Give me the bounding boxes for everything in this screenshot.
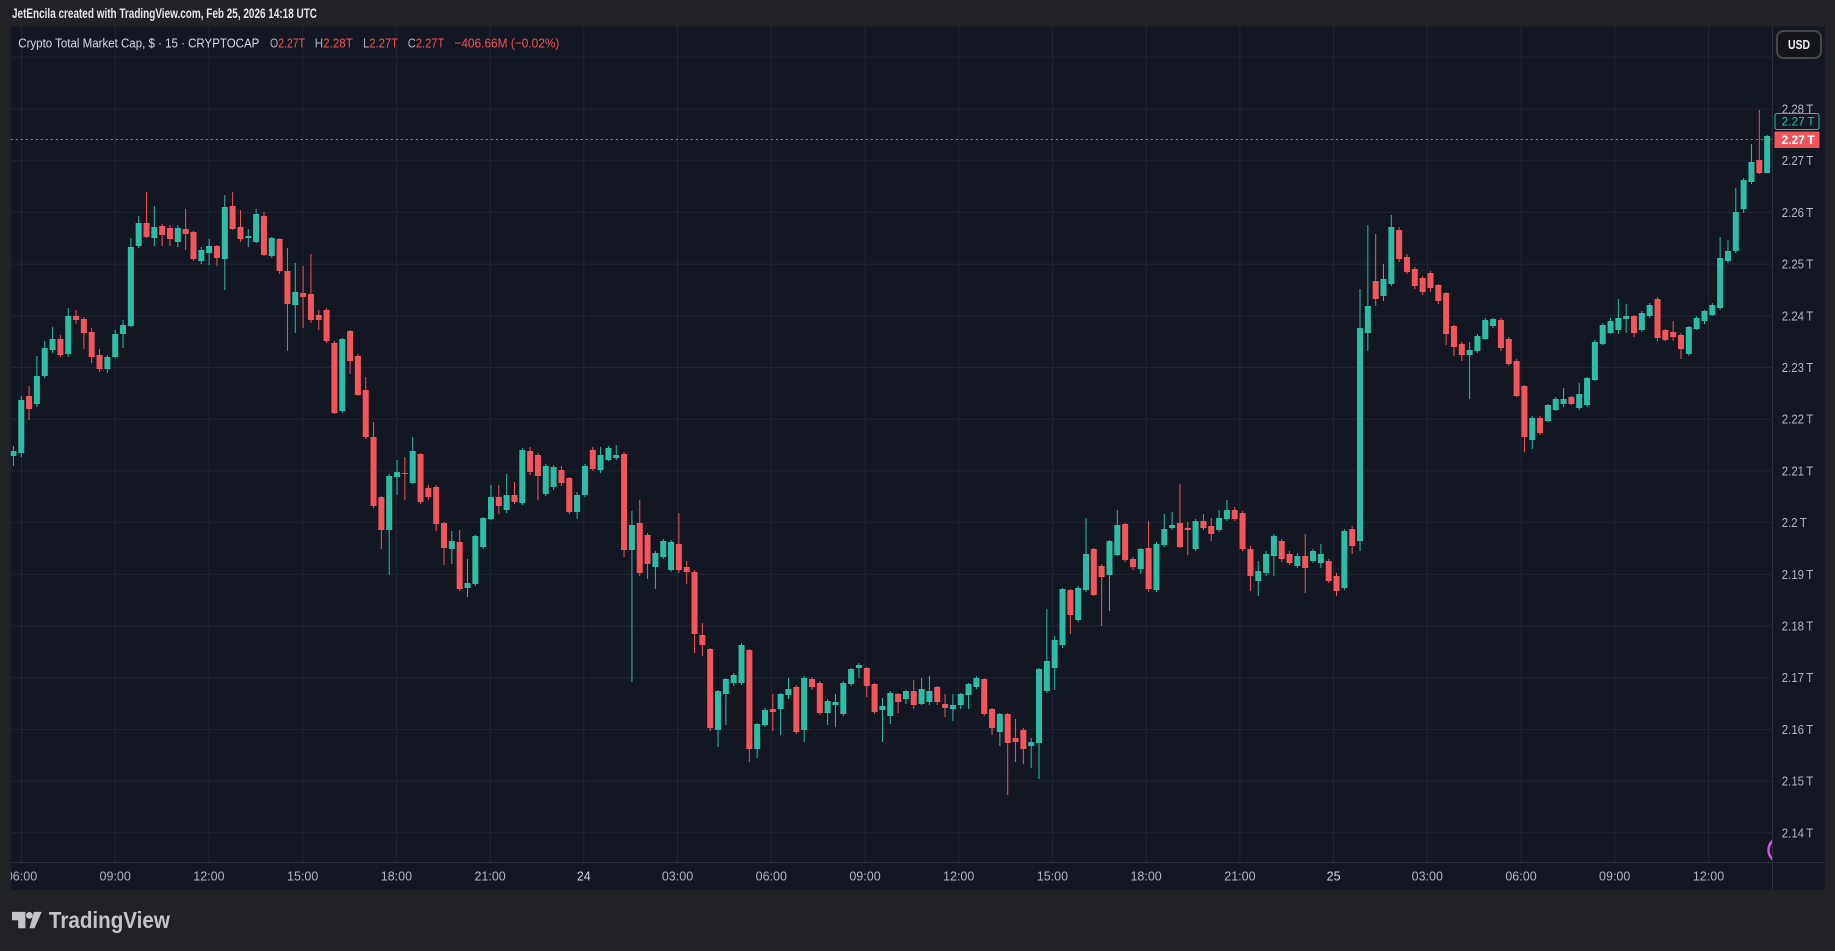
svg-text:06:00: 06:00: [6, 870, 37, 884]
svg-text:2.19 T: 2.19 T: [1782, 567, 1814, 582]
svg-text:2.28 T: 2.28 T: [1782, 102, 1814, 117]
svg-text:2.15 T: 2.15 T: [1782, 774, 1814, 789]
svg-text:18:00: 18:00: [381, 870, 412, 884]
svg-text:06:00: 06:00: [756, 870, 787, 884]
svg-text:TradingView: TradingView: [49, 907, 171, 933]
svg-text:2.27 T: 2.27 T: [1782, 115, 1816, 129]
svg-text:L2.27T: L2.27T: [363, 36, 398, 51]
svg-text:15:00: 15:00: [1037, 870, 1068, 884]
svg-text:2.23 T: 2.23 T: [1782, 360, 1814, 375]
svg-text:2.27 T: 2.27 T: [1782, 133, 1816, 147]
svg-text:2.2 T: 2.2 T: [1782, 515, 1807, 530]
svg-text:21:00: 21:00: [474, 870, 505, 884]
svg-text:03:00: 03:00: [1412, 870, 1443, 884]
svg-text:09:00: 09:00: [1599, 870, 1630, 884]
svg-text:2.14 T: 2.14 T: [1782, 825, 1814, 840]
svg-text:O2.27T: O2.27T: [270, 36, 305, 51]
svg-text:15:00: 15:00: [287, 870, 318, 884]
svg-text:USD: USD: [1788, 37, 1810, 52]
svg-text:2.18 T: 2.18 T: [1782, 619, 1814, 634]
svg-text:09:00: 09:00: [100, 870, 131, 884]
svg-text:12:00: 12:00: [1693, 870, 1724, 884]
svg-text:2.25 T: 2.25 T: [1782, 257, 1814, 272]
svg-text:2.24 T: 2.24 T: [1782, 308, 1814, 323]
svg-text:12:00: 12:00: [943, 870, 974, 884]
svg-text:C2.27T: C2.27T: [408, 36, 445, 51]
svg-text:25: 25: [1327, 870, 1341, 884]
svg-text:2.27 T: 2.27 T: [1782, 153, 1814, 168]
svg-text:12:00: 12:00: [193, 870, 224, 884]
svg-text:06:00: 06:00: [1505, 870, 1536, 884]
svg-text:2.22 T: 2.22 T: [1782, 412, 1814, 427]
svg-text:H2.28T: H2.28T: [315, 36, 353, 51]
svg-text:21:00: 21:00: [1224, 870, 1255, 884]
svg-text:JetEncila created with Trading: JetEncila created with TradingView.com, …: [12, 5, 317, 21]
svg-text:2.26 T: 2.26 T: [1782, 205, 1814, 220]
svg-text:24: 24: [577, 870, 591, 884]
svg-text:−406.66M (−0.02%): −406.66M (−0.02%): [454, 36, 559, 51]
svg-text:03:00: 03:00: [662, 870, 693, 884]
svg-text:2.16 T: 2.16 T: [1782, 722, 1814, 737]
svg-text:18:00: 18:00: [1130, 870, 1161, 884]
svg-text:Crypto Total Market Cap, $ · 1: Crypto Total Market Cap, $ · 15 · CRYPTO…: [18, 36, 259, 51]
svg-text:2.17 T: 2.17 T: [1782, 670, 1814, 685]
svg-text:09:00: 09:00: [849, 870, 880, 884]
svg-text:2.21 T: 2.21 T: [1782, 463, 1814, 478]
